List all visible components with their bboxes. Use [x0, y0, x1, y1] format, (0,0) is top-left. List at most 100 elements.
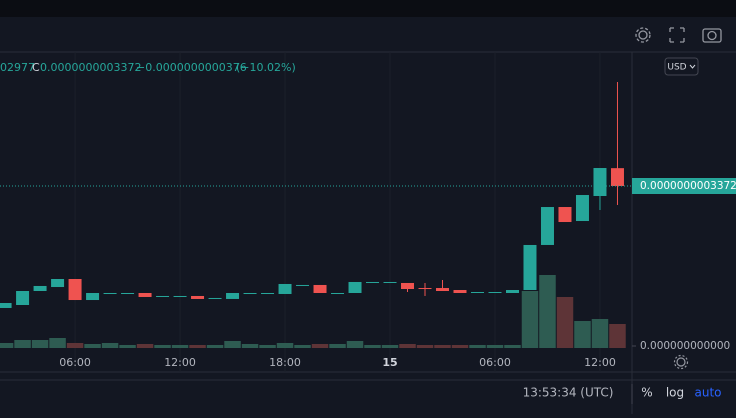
candle-body: [121, 292, 135, 294]
volume-bar: [101, 343, 119, 348]
x-tick-label: 12:00: [164, 356, 196, 369]
candle-body: [0, 303, 12, 308]
candle-body: [313, 284, 327, 293]
candle-body: [331, 292, 345, 294]
legend-close: 0.0000000003372: [40, 61, 141, 74]
fullscreen-icon[interactable]: [669, 27, 685, 43]
candle-body: [173, 295, 187, 297]
x-tick-label: 15: [382, 356, 397, 369]
scale-button[interactable]: %: [641, 386, 652, 400]
x-tick-label: 06:00: [59, 356, 91, 369]
candle-body: [523, 244, 537, 291]
volume-bar: [469, 345, 486, 348]
volume-bar: [346, 341, 364, 348]
y-tick-label: 0.000000000000: [640, 340, 730, 352]
clock: 13:53:34 (UTC): [523, 386, 614, 400]
x-tick-label: 12:00: [584, 356, 616, 369]
settings-icon[interactable]: [638, 30, 648, 40]
x-tick-label: 06:00: [479, 356, 511, 369]
volume-bar: [49, 338, 66, 348]
scale-button[interactable]: auto: [694, 386, 721, 400]
candle-body: [261, 292, 275, 294]
candle-body: [366, 281, 380, 283]
y-tick-label: 0.0000000003372: [640, 180, 736, 192]
volume-bar: [364, 345, 381, 348]
volume-bar: [329, 344, 346, 348]
volume-bar: [556, 297, 574, 348]
volume-bar: [539, 275, 556, 348]
currency-label[interactable]: USD: [667, 63, 686, 73]
candle-body: [103, 292, 117, 294]
volume-bar: [171, 345, 189, 348]
candle-body: [243, 292, 257, 294]
candle-body: [138, 292, 152, 297]
volume-bar: [259, 345, 276, 348]
volume-bar: [486, 345, 504, 348]
candle-body: [436, 288, 450, 292]
volume-bar: [591, 319, 609, 348]
candle-body: [540, 207, 554, 245]
volume-bar: [574, 321, 591, 348]
candle-body: [610, 168, 624, 186]
volume-bar: [31, 340, 49, 348]
candle-body: [33, 285, 47, 292]
volume-bar: [154, 345, 171, 348]
axis-settings-icon[interactable]: [676, 357, 686, 367]
top-strip: [0, 0, 736, 17]
settings-icon-ring[interactable]: [635, 27, 651, 43]
volume-bar: [224, 341, 241, 348]
volume-bar: [206, 345, 224, 348]
candle-body: [383, 281, 397, 283]
screenshot-icon[interactable]: [702, 28, 722, 43]
legend-change: −0.0000000000376: [136, 61, 247, 74]
volume-bar: [241, 344, 259, 348]
volume-bar: [521, 291, 539, 348]
candle-body: [51, 278, 65, 288]
candle-body: [278, 283, 292, 294]
currency-caret: [689, 64, 696, 69]
volume-bar: [119, 345, 136, 348]
volume-bar: [189, 345, 206, 348]
volume-bar: [0, 343, 14, 348]
last-price-tag: [632, 177, 736, 194]
scale-button[interactable]: log: [666, 386, 684, 400]
volume-bar: [609, 324, 626, 348]
volume-bar: [311, 344, 329, 348]
volume-bar: [276, 343, 294, 348]
candle-body: [226, 292, 240, 299]
volume-bar: [381, 345, 399, 348]
volume-bar: [451, 345, 469, 348]
candle-body: [488, 292, 502, 293]
candle-body: [593, 168, 607, 197]
candle-body: [68, 278, 82, 301]
volume-bar: [416, 345, 434, 348]
volume-bar: [136, 344, 154, 348]
candle-body: [401, 282, 415, 290]
screenshot-lens: [707, 30, 717, 41]
candle-body: [16, 291, 30, 306]
candle-body: [558, 207, 572, 223]
candle-body: [156, 295, 170, 297]
candle-body: [208, 297, 222, 299]
candle-body: [418, 288, 432, 290]
candle-body: [453, 290, 467, 293]
legend-close-label: C: [32, 61, 40, 74]
volume-bar: [504, 345, 521, 348]
candle-body: [470, 292, 484, 293]
candle-body: [191, 295, 205, 299]
volume-bar: [66, 343, 84, 348]
legend: 02977 C 0.0000000003372 −0.0000000000376…: [0, 61, 296, 74]
volume-bar: [14, 340, 31, 348]
plot: [0, 52, 632, 372]
candle-body: [348, 281, 362, 293]
candle-body: [86, 292, 100, 301]
axis-settings-ring[interactable]: [673, 354, 689, 370]
volume-bar: [294, 345, 311, 348]
volume-bar: [434, 345, 451, 348]
x-tick-label: 18:00: [269, 356, 301, 369]
candle-body: [296, 284, 310, 286]
currency-button[interactable]: [664, 57, 699, 76]
candle-body: [505, 290, 519, 293]
volume-bar: [84, 344, 101, 348]
